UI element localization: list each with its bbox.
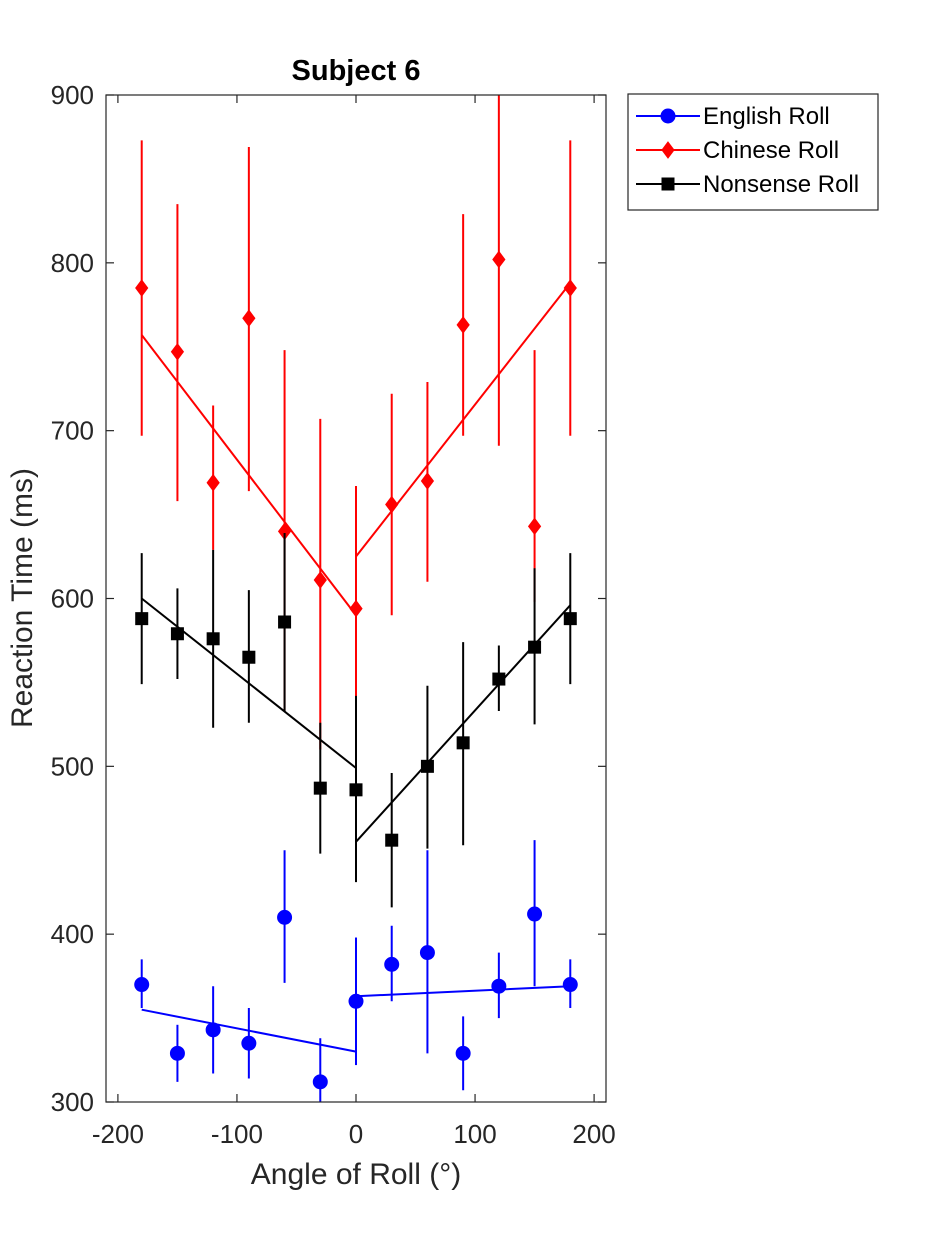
data-point — [456, 736, 470, 750]
data-point — [492, 672, 506, 686]
data-point — [455, 1045, 471, 1061]
data-point — [205, 1022, 221, 1038]
x-tick-label: -100 — [211, 1119, 263, 1149]
data-point — [420, 472, 435, 490]
fit-line — [141, 1008, 357, 1053]
data-point — [348, 993, 364, 1009]
series-english-roll — [134, 840, 578, 1102]
data-point — [135, 612, 149, 626]
x-axis-label: Angle of Roll (°) — [251, 1158, 461, 1191]
fit-line — [355, 985, 571, 998]
y-tick-label: 500 — [51, 751, 94, 781]
data-point — [384, 956, 400, 972]
data-point — [491, 978, 507, 994]
data-point — [313, 571, 327, 589]
data-point — [385, 833, 399, 847]
y-tick-label: 900 — [51, 80, 94, 110]
data-point — [134, 977, 150, 993]
y-axis-label: Reaction Time (ms) — [6, 468, 39, 728]
x-tick-label: 0 — [349, 1119, 363, 1149]
fit-line — [140, 334, 357, 616]
y-tick-label: 300 — [51, 1087, 94, 1117]
data-point — [527, 517, 542, 536]
legend-marker — [660, 108, 676, 124]
data-point — [170, 627, 184, 641]
legend-label: English Roll — [703, 103, 830, 130]
data-point — [242, 650, 256, 664]
data-point — [242, 309, 256, 328]
data-point — [419, 945, 435, 961]
data-point — [420, 759, 434, 773]
data-point — [277, 909, 293, 925]
y-tick-label: 400 — [51, 919, 94, 949]
y-tick-label: 800 — [51, 248, 94, 278]
data-point — [169, 1045, 185, 1061]
data-point — [313, 781, 327, 795]
data-point — [170, 342, 185, 361]
legend-label: Nonsense Roll — [703, 171, 859, 198]
legend: English Roll Chinese Roll Nonsense Roll — [627, 93, 879, 211]
series-nonsense-roll — [135, 533, 577, 908]
legend-marker — [661, 177, 675, 191]
data-point — [135, 279, 149, 297]
legend-label: Chinese Roll — [703, 137, 839, 164]
x-tick-label: -200 — [92, 1119, 144, 1149]
legend-entry: Chinese Roll — [636, 137, 839, 164]
legend-marker — [661, 141, 675, 159]
plot-area — [134, 95, 578, 1102]
legend-entry: English Roll — [636, 103, 830, 130]
data-point — [349, 599, 363, 618]
data-point — [241, 1035, 257, 1051]
data-point — [456, 316, 470, 334]
x-axis: -200 -100 0 100 200 — [92, 95, 616, 1149]
data-point — [385, 495, 399, 514]
x-tick-label: 200 — [572, 1119, 615, 1149]
data-point — [206, 632, 220, 646]
y-axis: 300 400 500 600 700 800 900 — [51, 80, 606, 1117]
y-tick-label: 600 — [51, 584, 94, 614]
x-tick-label: 100 — [453, 1119, 496, 1149]
data-point — [527, 906, 543, 922]
data-point — [492, 250, 506, 269]
y-tick-label: 700 — [51, 416, 94, 446]
data-point — [278, 615, 292, 629]
data-point — [562, 977, 578, 993]
data-point — [312, 1074, 328, 1090]
data-point — [349, 783, 363, 797]
data-point — [528, 640, 542, 654]
data-point — [563, 279, 577, 297]
data-point — [563, 612, 577, 626]
data-point — [206, 473, 220, 492]
chart-title: Subject 6 — [292, 55, 421, 87]
legend-entry: Nonsense Roll — [636, 171, 859, 198]
fit-line — [141, 597, 357, 769]
